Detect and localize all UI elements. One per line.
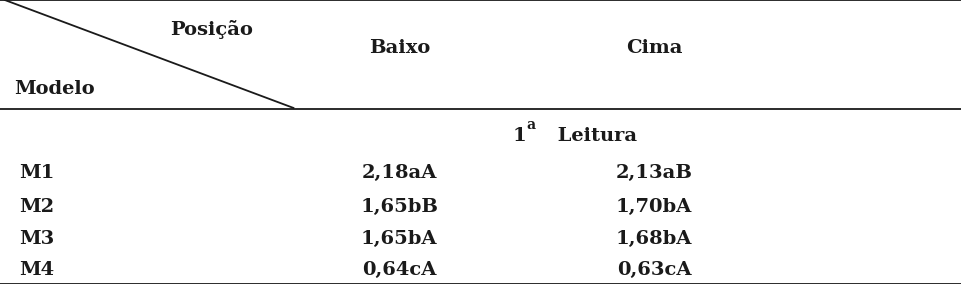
- Text: M3: M3: [19, 229, 55, 248]
- Text: a: a: [527, 118, 535, 132]
- Text: 1,65bB: 1,65bB: [359, 198, 438, 216]
- Text: Baixo: Baixo: [368, 39, 430, 57]
- Text: 2,18aA: 2,18aA: [361, 164, 436, 182]
- Text: 2,13aB: 2,13aB: [615, 164, 692, 182]
- Text: 1: 1: [512, 127, 527, 145]
- Text: M2: M2: [19, 198, 55, 216]
- Text: 1,68bA: 1,68bA: [615, 229, 692, 248]
- Text: 0,63cA: 0,63cA: [616, 261, 691, 279]
- Text: 1,70bA: 1,70bA: [615, 198, 692, 216]
- Text: M4: M4: [19, 261, 55, 279]
- Text: Modelo: Modelo: [14, 80, 95, 97]
- Text: M1: M1: [19, 164, 55, 182]
- Text: Leitura: Leitura: [550, 127, 636, 145]
- Text: Posição: Posição: [170, 20, 253, 39]
- Text: 0,64cA: 0,64cA: [361, 261, 436, 279]
- Text: 1,65bA: 1,65bA: [360, 229, 437, 248]
- Text: Cima: Cima: [626, 39, 681, 57]
